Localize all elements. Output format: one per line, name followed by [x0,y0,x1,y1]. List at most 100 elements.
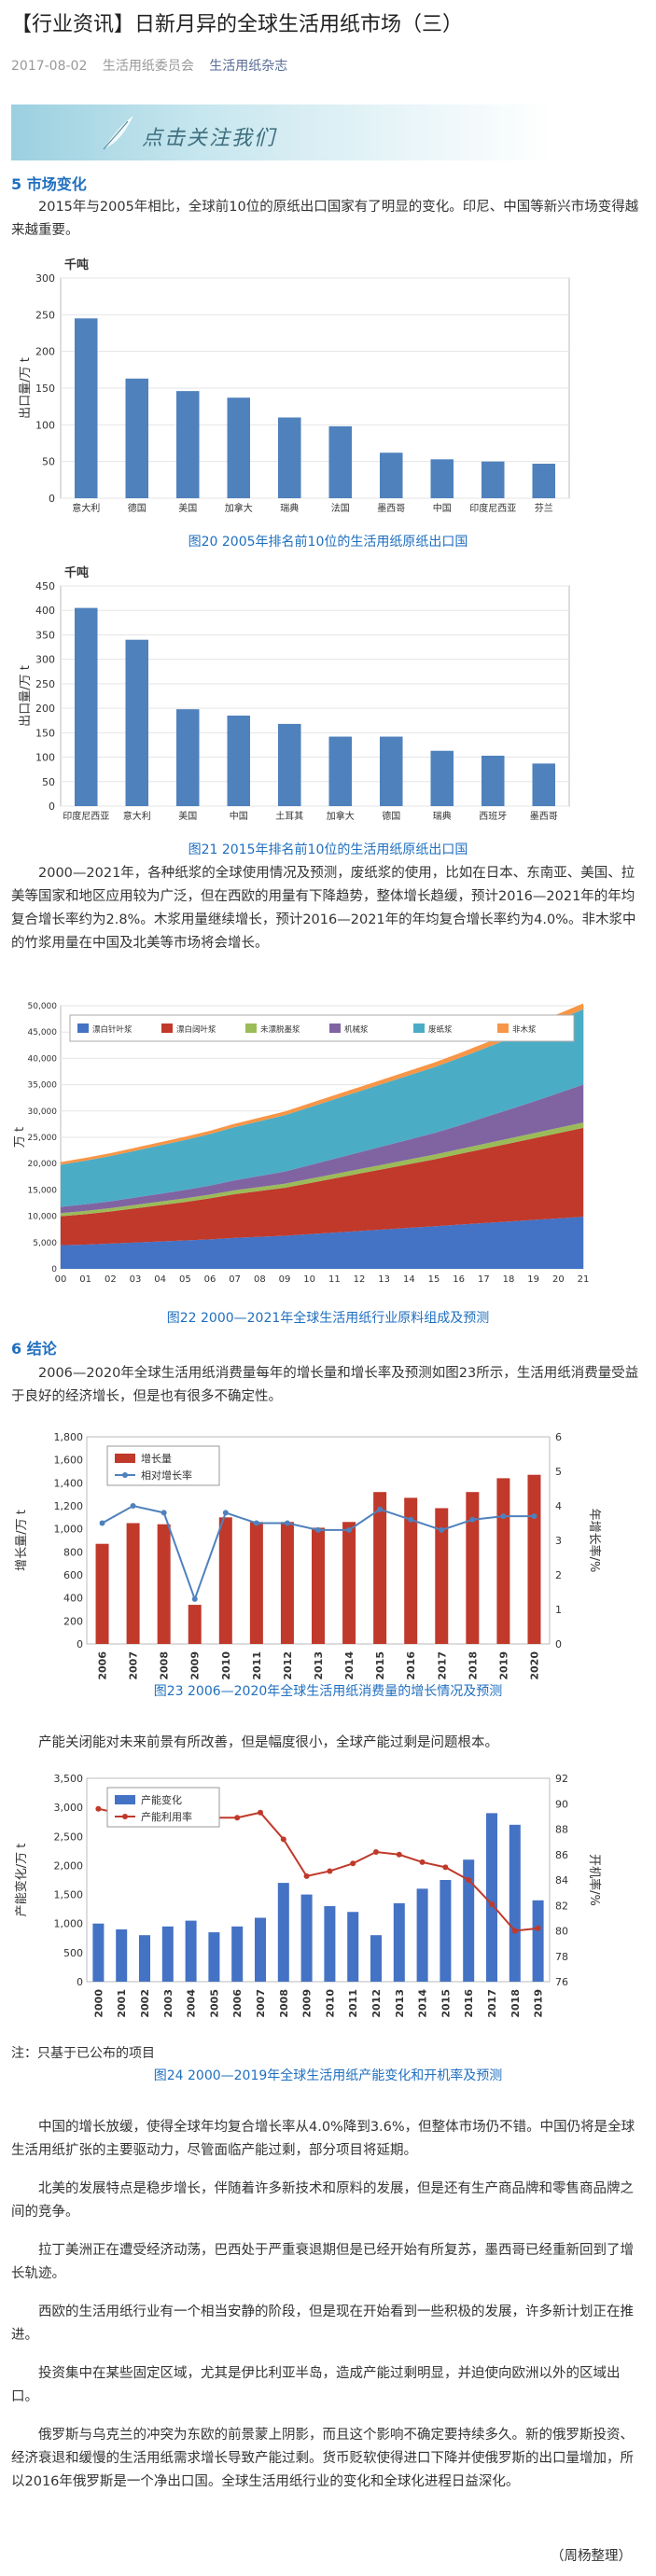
x-tick-label: 00 [55,1274,67,1285]
legend-label: 未漂脱墨浆 [260,1024,300,1035]
x-tick-label: 美国 [178,502,197,514]
bar [463,1859,475,1982]
x-tick-label: 19 [527,1274,539,1285]
y-axis-label: 增长量/万 t [15,1510,29,1571]
unit-label: 千吨 [64,565,89,580]
x-tick-label: 2016 [463,1989,475,2018]
bar [532,464,556,498]
line-point [222,1510,229,1516]
line-point [280,1836,286,1843]
legend-label: 漂白阔叶浆 [176,1024,216,1035]
x-tick-label: 13 [378,1274,390,1285]
y2-tick-label: 5 [555,1466,562,1478]
line-point [377,1506,384,1512]
bar [416,1888,428,1982]
x-tick-label: 德国 [128,502,147,514]
bar [157,1524,171,1644]
bar [255,1917,266,1982]
x-tick-label: 2012 [370,1989,383,2018]
x-tick-label: 17 [478,1274,490,1285]
y-tick-label: 300 [35,272,55,285]
y-tick-label: 450 [35,580,55,592]
follow-banner[interactable]: 点击关注我们 [11,104,552,160]
x-tick-label: 2001 [116,1989,128,2018]
x-tick-label: 意大利 [72,502,100,514]
y2-tick-label: 84 [555,1874,568,1887]
bar [74,318,98,498]
x-tick-label: 2019 [533,1989,545,2018]
y-tick-label: 1,600 [54,1455,84,1467]
legend-swatch [161,1023,173,1033]
y-tick-label: 150 [35,727,55,739]
y-tick-label: 0 [49,493,55,505]
x-tick-label: 芬兰 [535,502,553,514]
x-tick-label: 瑞典 [433,810,452,822]
caption-fig22: 图22 2000—2021年全球生活用纸行业原料组成及预测 [166,1311,490,1326]
bar [74,607,98,806]
bar [373,1492,387,1644]
account-link[interactable]: 生活用纸杂志 [209,59,288,74]
x-tick-label: 美国 [178,810,197,822]
y-tick-label: 1,200 [54,1500,84,1512]
bar [175,391,200,498]
line-point [466,1877,472,1883]
line-point [161,1510,167,1516]
x-tick-label: 加拿大 [327,810,355,822]
bar [404,1497,418,1644]
bar [218,1517,232,1644]
line-point [489,1901,495,1907]
publish-date: 2017-08-02 [11,59,88,74]
y-tick-label: 0 [49,801,55,813]
y-tick-label: 350 [35,629,55,641]
x-tick-label: 12 [354,1274,366,1285]
legend-label: 产能变化 [141,1793,182,1806]
x-tick-label: 2017 [436,1651,448,1680]
line-point [531,1513,537,1520]
y2-axis-label: 开机率/% [587,1854,602,1906]
y-tick-label: 400 [35,605,55,617]
y-tick-label: 2,500 [54,1831,84,1843]
y2-tick-label: 3 [555,1535,562,1547]
y-tick-label: 400 [63,1593,83,1605]
line-point [373,1849,379,1856]
bar [312,1527,325,1644]
x-tick-label: 14 [403,1274,415,1285]
chart-fig23: 0 200 400 600 800 1,000 1,200 1,400 1,600 1,800 0 1… [15,1431,602,1680]
caption-fig24: 图24 2000—2019年全球生活用纸产能变化和开机率及预测 [153,2068,503,2083]
caption-fig21: 图21 2015年排名前10位的生活用纸原纸出口国 [188,842,468,857]
bar [430,459,454,498]
x-tick-label: 2000 [92,1989,105,2018]
line-point [315,1526,321,1533]
conclusion-paragraph-2: 北美的发展特点是稳步增长，伴随着许多新技术和原料的发展，但是还有生产商品牌和零售… [11,2181,634,2220]
x-tick-label: 2009 [189,1651,202,1680]
bar [532,763,556,806]
bar [532,1900,544,1982]
author-name: 生活用纸委员会 [102,59,194,74]
y-tick-label: 0 [51,1265,57,1274]
legend-swatch [497,1023,509,1033]
legend-box [69,1014,575,1042]
line-point [535,1925,541,1931]
conclusion-paragraph-4: 西欧的生活用纸行业有一个相当安静的阶段，但是现在开始看到一些积极的发展，许多新计… [11,2304,634,2343]
bar [486,1813,497,1982]
bar [342,1522,356,1644]
legend-label: 漂白针叶浆 [92,1024,133,1035]
x-tick-label: 02 [105,1274,117,1285]
x-tick-label: 墨西哥 [377,503,405,514]
x-tick-label: 2008 [278,1989,290,2018]
x-tick-label: 2002 [139,1989,151,2018]
legend-swatch [115,1795,135,1804]
x-tick-label: 2012 [282,1651,294,1680]
y-tick-label: 15,000 [28,1186,58,1195]
x-tick-label: 意大利 [123,810,151,822]
x-tick-label: 墨西哥 [530,811,558,822]
section-6-paragraph-1: 2006—2020年全球生活用纸消费量每年的增长量和增长率及预测如图23所示，生… [11,1366,639,1404]
bar [231,1926,244,1982]
x-tick-label: 中国 [433,502,452,514]
line-point [327,1868,333,1874]
bar [481,461,505,498]
x-tick-label: 18 [503,1274,515,1285]
line-point [258,1809,263,1816]
